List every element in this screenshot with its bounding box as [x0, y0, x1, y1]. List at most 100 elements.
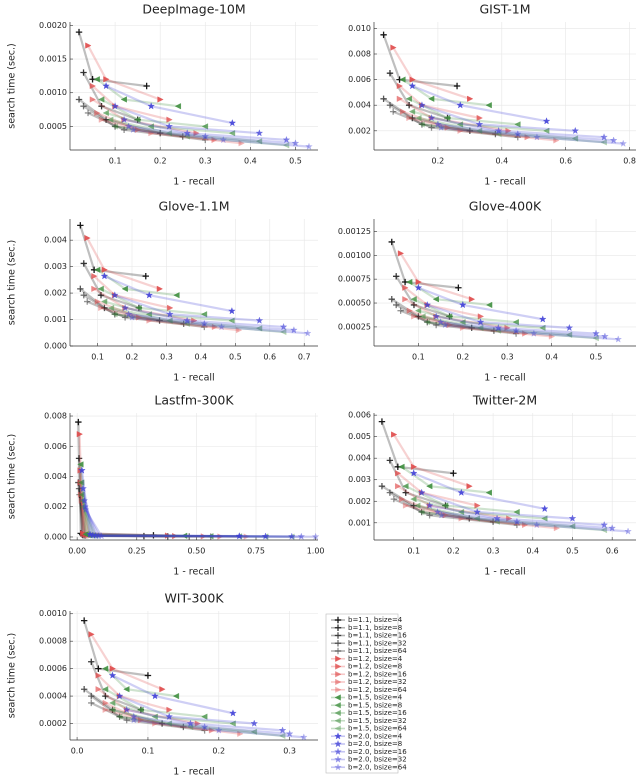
marker [601, 332, 609, 340]
marker [80, 260, 87, 267]
legend-label: b=1.5, bsize=8 [348, 701, 402, 709]
marker [433, 508, 442, 516]
marker [101, 665, 109, 672]
marker [390, 495, 398, 503]
x-tick-label: 0.4 [526, 547, 539, 556]
marker [167, 304, 174, 312]
marker [78, 491, 85, 498]
series-line [84, 506, 302, 538]
x-tick-label: 0.2 [456, 353, 469, 362]
marker [493, 514, 501, 522]
legend-label: b=1.1, bsize=32 [348, 639, 407, 647]
y-tick-label: 0.0010 [39, 609, 67, 618]
marker [406, 307, 413, 314]
subplot-title: Lastfm-300K [154, 393, 234, 408]
marker [207, 533, 214, 540]
marker [513, 517, 521, 525]
marker [334, 640, 342, 647]
marker [180, 320, 187, 327]
series-line [405, 504, 557, 530]
legend-label: b=1.2, bsize=4 [348, 655, 403, 663]
marker [147, 102, 155, 110]
series-line [100, 306, 239, 332]
marker [456, 101, 465, 109]
series-line [83, 500, 292, 538]
marker [115, 692, 124, 700]
marker [147, 123, 154, 130]
marker [124, 122, 133, 130]
marker [419, 313, 426, 320]
marker [522, 521, 529, 529]
marker [432, 321, 440, 329]
series-line [131, 316, 308, 335]
marker [402, 502, 410, 509]
marker [335, 655, 342, 662]
marker [102, 692, 109, 700]
marker [540, 504, 549, 513]
marker [408, 82, 417, 90]
marker [402, 284, 409, 291]
marker [530, 329, 538, 337]
marker [485, 102, 492, 109]
marker [485, 489, 492, 496]
series-line [440, 126, 624, 145]
marker [109, 706, 116, 713]
marker [75, 455, 83, 462]
marker [98, 103, 105, 110]
y-tick-label: 0.00125 [338, 227, 371, 236]
marker [571, 135, 579, 142]
marker [411, 313, 418, 320]
y-tick-label: 0.004 [44, 236, 67, 245]
series-line [101, 118, 242, 145]
marker [466, 127, 474, 135]
subplot: GIST-1M 1 - recall 0.2 0.4 0.6 0.8 0.002 0.004 0… [348, 2, 636, 188]
y-tick-label: 0.002 [348, 497, 371, 506]
legend-label: b=1.1, bsize=64 [348, 647, 407, 655]
marker [466, 515, 473, 522]
marker [418, 121, 425, 128]
marker [94, 109, 101, 117]
marker [111, 311, 118, 318]
y-tick-label: 0.004 [348, 454, 371, 463]
x-tick-label: 0.5 [566, 547, 579, 556]
marker [477, 313, 485, 320]
marker [98, 96, 105, 103]
marker [88, 658, 95, 665]
marker [100, 298, 108, 305]
marker [399, 108, 407, 115]
marker [458, 515, 465, 522]
marker [165, 130, 172, 137]
marker [235, 327, 243, 334]
marker [415, 278, 422, 286]
marker [250, 719, 259, 727]
marker [459, 300, 467, 309]
marker [450, 470, 457, 477]
marker [88, 699, 95, 707]
marker [402, 296, 409, 303]
marker [75, 96, 83, 103]
x-tick-label: 0.0 [71, 747, 84, 756]
x-axis-label: 1 - recall [484, 567, 525, 578]
marker [489, 518, 497, 525]
marker [414, 307, 422, 314]
marker [334, 702, 341, 709]
marker [186, 719, 195, 727]
series-line [382, 34, 458, 88]
marker [80, 292, 87, 299]
marker [424, 318, 431, 326]
marker [414, 502, 421, 509]
legend-label: b=1.5, bsize=64 [348, 725, 407, 733]
marker [144, 672, 152, 679]
marker [442, 512, 449, 519]
marker [208, 727, 216, 734]
marker [100, 272, 109, 280]
x-tick-label: 0.1 [109, 157, 122, 166]
marker [437, 123, 445, 131]
subplot-title: DeepImage-10M [142, 2, 245, 17]
series-line [444, 323, 619, 341]
marker [193, 130, 200, 137]
marker [426, 512, 433, 519]
marker [156, 129, 164, 137]
marker [134, 116, 141, 123]
marker [334, 740, 342, 748]
